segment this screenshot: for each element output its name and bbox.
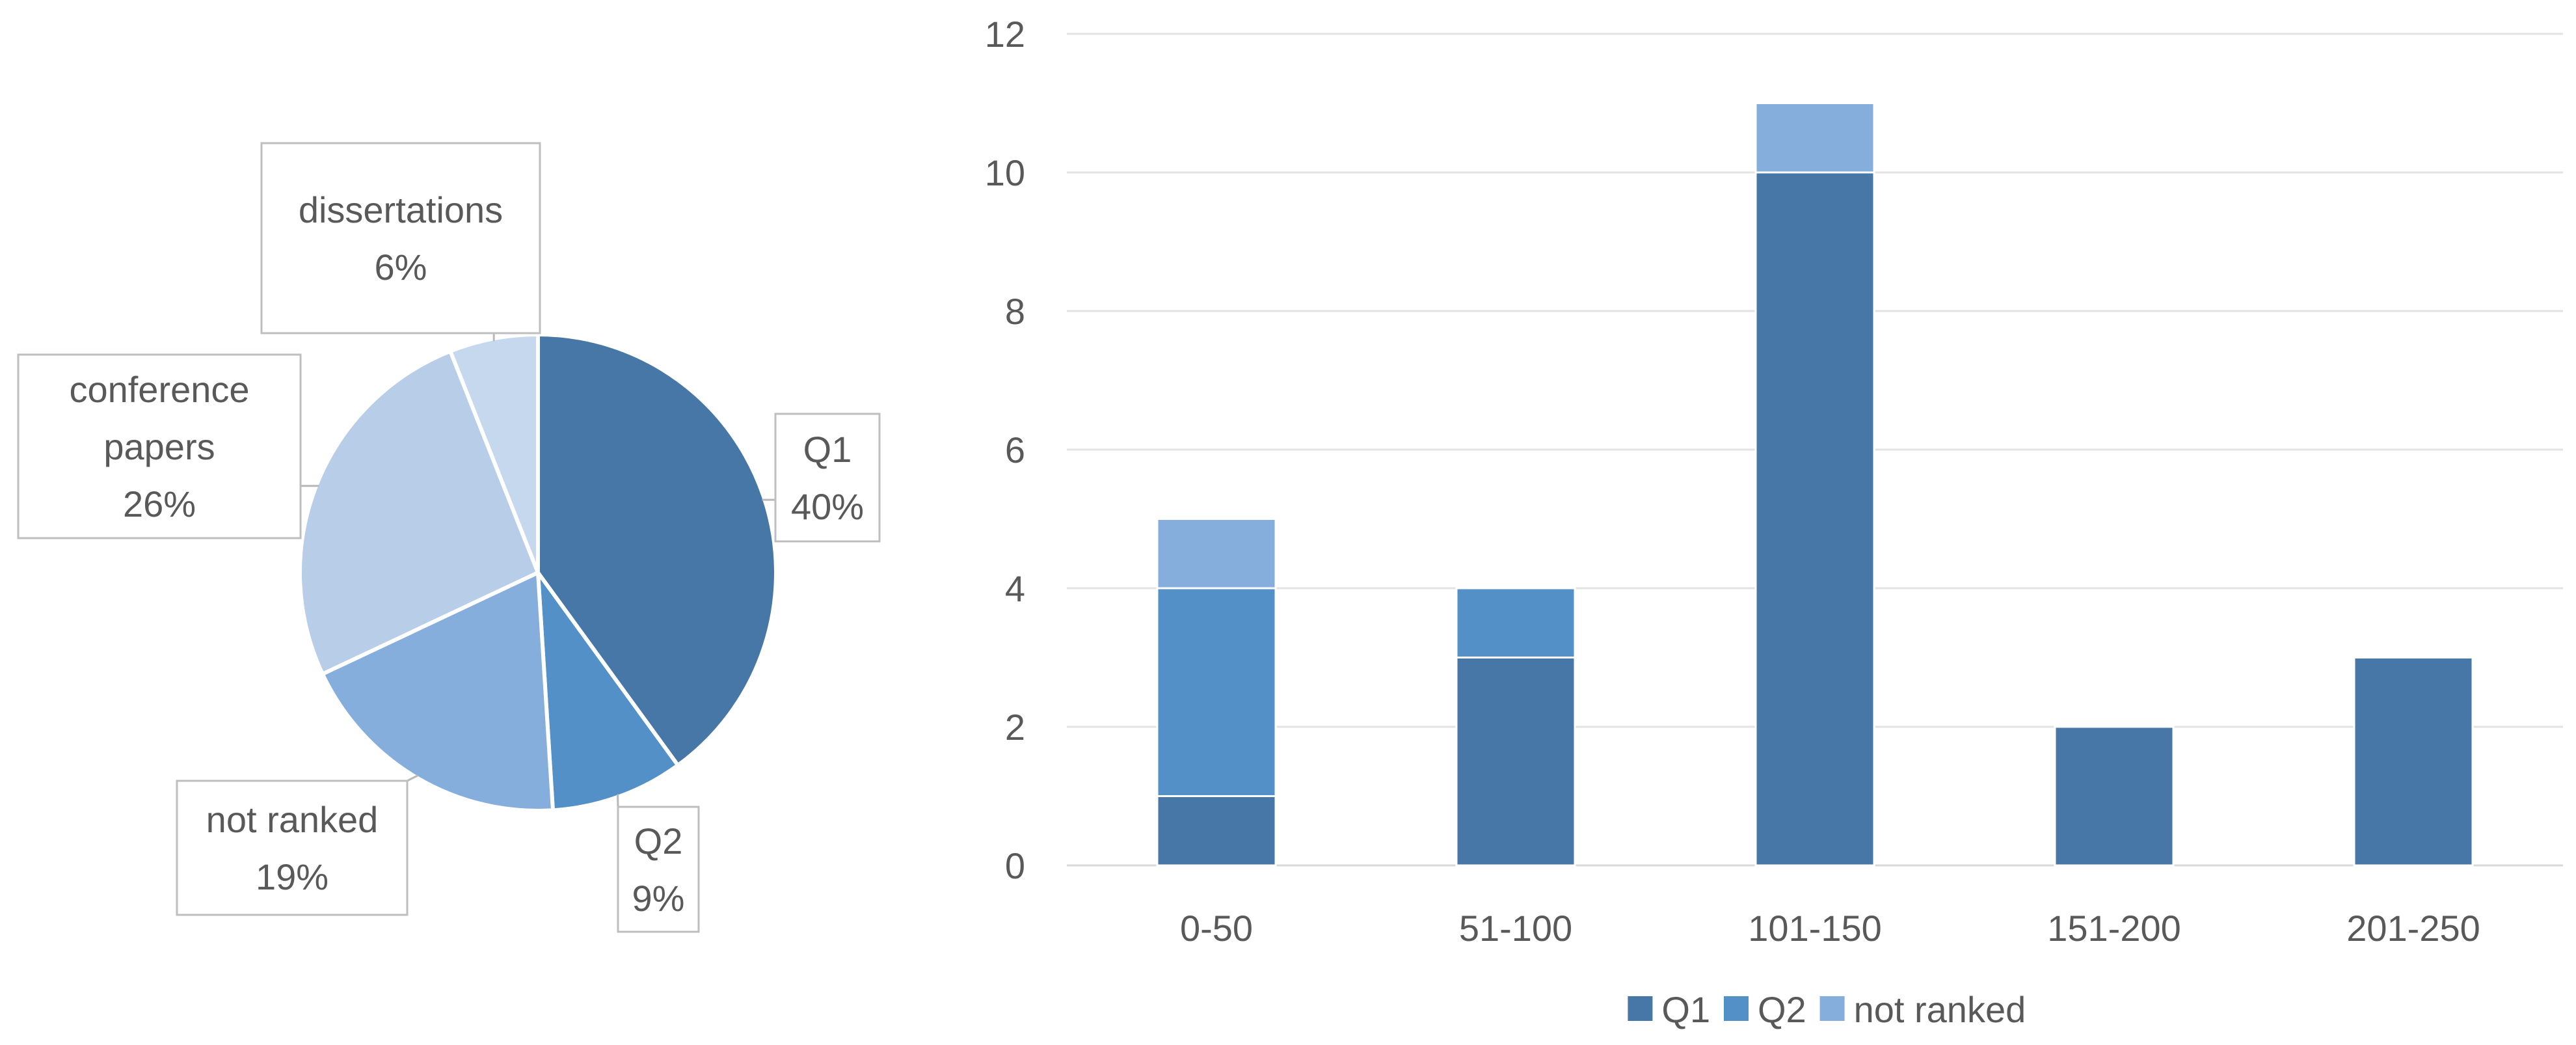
bar-q1-201-250 (2353, 657, 2474, 867)
pie-label-box (17, 353, 302, 539)
y-axis-ticks: 0 2 4 6 8 10 12 (985, 14, 1025, 886)
pie-label-dissertations: dissertations 6% (260, 142, 541, 342)
x-tick-label: 201-250 (2346, 908, 2480, 949)
bar-q1-101-150 (1754, 171, 1875, 867)
pie-label-percent: 9% (632, 878, 685, 919)
pie-label-percent: 26% (123, 483, 196, 524)
legend-item-q1: Q1 (1628, 989, 1710, 1030)
pie-slice-not-ranked (320, 571, 555, 813)
legend-label: Q1 (1661, 989, 1710, 1030)
pie-label-text: not ranked (206, 799, 379, 840)
x-axis-ticks: 0-50 51-100 101-150 151-200 201-250 (1180, 908, 2480, 949)
x-tick-label: 51-100 (1459, 908, 1572, 949)
x-tick-label: 151-200 (2047, 908, 2181, 949)
legend-label: Q2 (1758, 989, 1806, 1030)
y-tick-label: 0 (1005, 845, 1025, 886)
y-tick-label: 4 (1005, 568, 1025, 609)
pie-label-q2: Q29% (617, 794, 700, 933)
y-tick-label: 6 (1005, 429, 1025, 470)
y-tick-label: 12 (985, 14, 1025, 55)
pie-label-text: Q1 (803, 429, 852, 470)
pie-label-box (176, 780, 409, 916)
pie-label-box (774, 413, 881, 543)
bar-q2-0-50 (1156, 587, 1277, 797)
pie-label-conference-papers: conference papers 26% (17, 353, 319, 539)
bar-q1-51-100 (1455, 657, 1576, 867)
pie-label-text: conference (69, 369, 249, 410)
y-tick-label: 10 (985, 152, 1025, 193)
y-tick-label: 8 (1005, 291, 1025, 332)
legend-label: not ranked (1854, 989, 2026, 1030)
bar-q2-51-100 (1455, 587, 1576, 658)
pie-label-percent: 6% (375, 247, 427, 288)
pie-label-text: papers (103, 426, 215, 467)
legend-swatch (1724, 996, 1749, 1021)
x-tick-label: 0-50 (1180, 908, 1253, 949)
bar-not-ranked-101-150 (1754, 102, 1875, 174)
stacked-bar-chart: 0 2 4 6 8 10 12 0-50 51-100 101-150 151-200 201-25… (985, 14, 2563, 1030)
bar-q1-151-200 (2054, 726, 2175, 867)
pie-label-box (260, 142, 541, 334)
pie-leader-line (407, 774, 419, 782)
pie-label-percent: 19% (256, 856, 329, 897)
legend-swatch (1628, 996, 1653, 1021)
bar-q1-0-50 (1156, 795, 1277, 867)
legend-swatch (1819, 996, 1845, 1021)
bars (1156, 102, 2474, 867)
pie-label-box (617, 806, 700, 933)
legend: Q1 Q2 not ranked (1628, 989, 2026, 1030)
legend-item-not-ranked: not ranked (1819, 989, 2026, 1030)
legend-item-q2: Q2 (1724, 989, 1806, 1030)
y-tick-label: 2 (1005, 707, 1025, 748)
bar-not-ranked-0-50 (1156, 518, 1277, 590)
pie-label-text: Q2 (634, 821, 683, 862)
x-tick-label: 101-150 (1748, 908, 1882, 949)
pie-label-text: dissertations (299, 189, 503, 230)
pie-label-percent: 40% (791, 486, 864, 527)
pie-label-not-ranked: not ranked 19% (176, 774, 419, 916)
